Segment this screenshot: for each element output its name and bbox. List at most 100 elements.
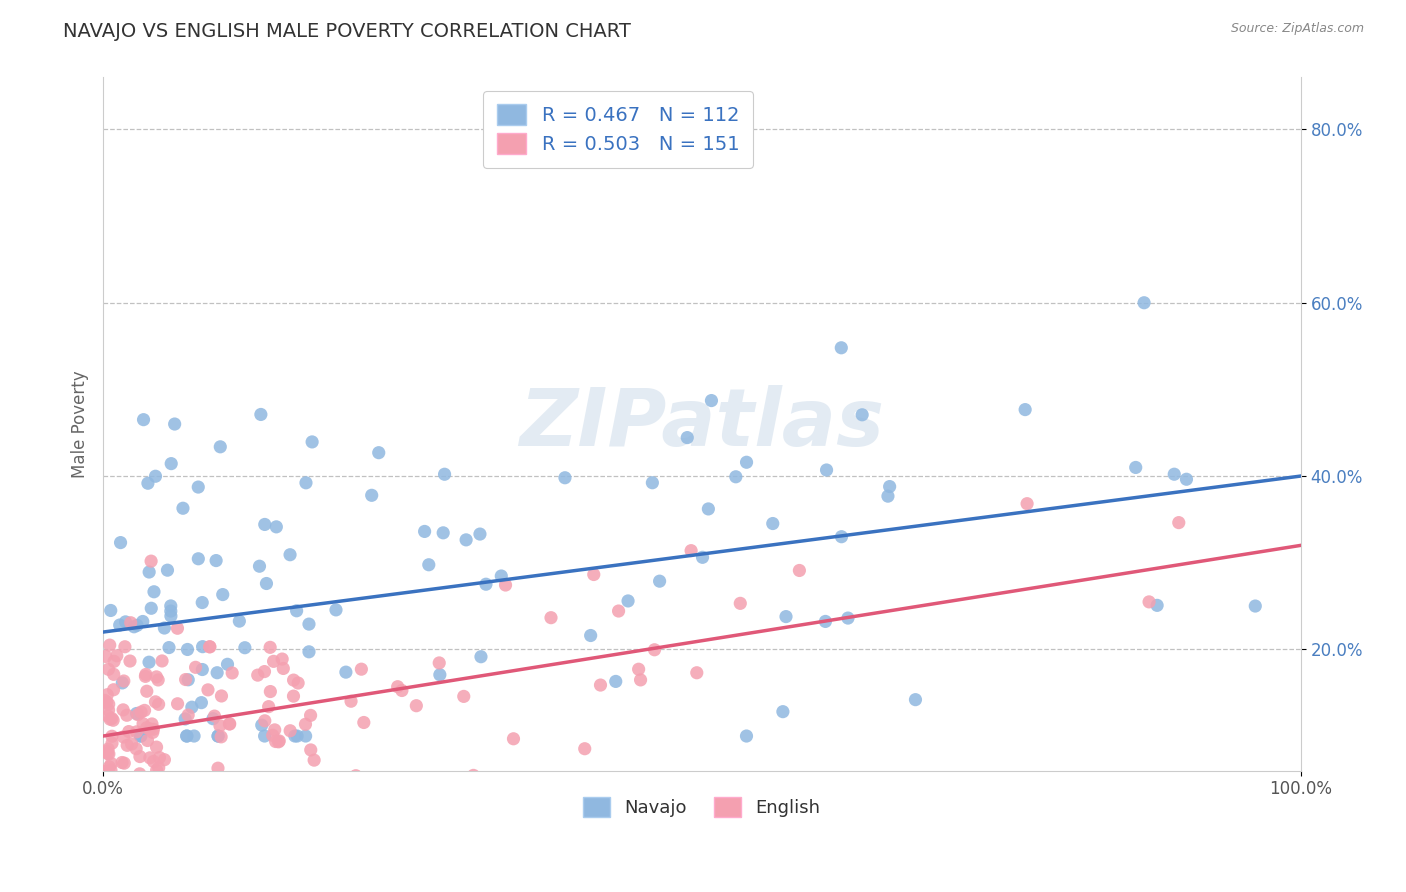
Point	[96, 688, 118, 702]
Point	[285, 604, 308, 618]
Point	[294, 717, 316, 731]
Point	[1146, 599, 1168, 613]
Point	[427, 656, 450, 670]
Point	[121, 789, 143, 804]
Point	[159, 604, 181, 618]
Point	[93, 768, 115, 782]
Point	[125, 741, 148, 756]
Point	[134, 669, 156, 683]
Point	[112, 703, 135, 717]
Point	[502, 731, 524, 746]
Point	[114, 640, 136, 654]
Point	[387, 680, 409, 694]
Point	[360, 488, 382, 502]
Point	[145, 695, 167, 709]
Point	[579, 628, 602, 642]
Point	[267, 735, 290, 749]
Point	[197, 682, 219, 697]
Point	[143, 584, 166, 599]
Point	[148, 698, 170, 712]
Point	[648, 574, 671, 589]
Point	[101, 729, 124, 743]
Point	[617, 594, 640, 608]
Point	[139, 554, 162, 568]
Point	[191, 596, 214, 610]
Point	[278, 548, 301, 562]
Point	[540, 610, 562, 624]
Point	[775, 609, 797, 624]
Point	[174, 712, 197, 726]
Point	[135, 684, 157, 698]
Point	[174, 778, 197, 792]
Point	[184, 660, 207, 674]
Point	[837, 611, 859, 625]
Point	[851, 408, 873, 422]
Point	[335, 665, 357, 680]
Point	[115, 708, 138, 723]
Point	[94, 693, 117, 707]
Point	[112, 673, 135, 688]
Text: ZIPatlas: ZIPatlas	[519, 385, 884, 463]
Point	[644, 642, 666, 657]
Point	[278, 723, 301, 738]
Point	[198, 640, 221, 654]
Point	[266, 520, 288, 534]
Point	[121, 737, 143, 751]
Point	[831, 530, 853, 544]
Point	[134, 703, 156, 717]
Point	[217, 657, 239, 672]
Point	[1125, 460, 1147, 475]
Point	[97, 747, 120, 761]
Point	[139, 751, 162, 765]
Point	[207, 761, 229, 775]
Point	[879, 479, 901, 493]
Point	[627, 662, 650, 676]
Point	[176, 642, 198, 657]
Point	[259, 640, 281, 655]
Point	[145, 763, 167, 777]
Point	[285, 729, 308, 743]
Point	[676, 431, 699, 445]
Point	[111, 789, 134, 804]
Point	[157, 640, 180, 655]
Point	[218, 717, 240, 731]
Point	[463, 768, 485, 782]
Point	[574, 741, 596, 756]
Point	[269, 734, 291, 748]
Point	[1163, 467, 1185, 482]
Point	[263, 723, 285, 737]
Point	[97, 742, 120, 756]
Point	[141, 601, 163, 615]
Point	[100, 789, 122, 804]
Point	[166, 621, 188, 635]
Point	[139, 722, 162, 736]
Point	[264, 734, 287, 748]
Point	[93, 764, 115, 779]
Point	[350, 662, 373, 676]
Point	[138, 565, 160, 579]
Point	[98, 760, 121, 774]
Point	[789, 564, 811, 578]
Point	[301, 434, 323, 449]
Point	[1137, 595, 1160, 609]
Point	[211, 689, 233, 703]
Point	[120, 615, 142, 630]
Point	[1017, 497, 1039, 511]
Point	[1014, 402, 1036, 417]
Point	[108, 618, 131, 632]
Point	[207, 729, 229, 743]
Point	[94, 649, 117, 664]
Point	[692, 550, 714, 565]
Point	[141, 717, 163, 731]
Point	[132, 412, 155, 426]
Point	[299, 743, 322, 757]
Point	[145, 740, 167, 755]
Point	[605, 674, 627, 689]
Point	[122, 620, 145, 634]
Point	[148, 750, 170, 764]
Point	[209, 730, 232, 744]
Point	[413, 524, 436, 539]
Point	[299, 708, 322, 723]
Point	[172, 501, 194, 516]
Point	[105, 648, 128, 663]
